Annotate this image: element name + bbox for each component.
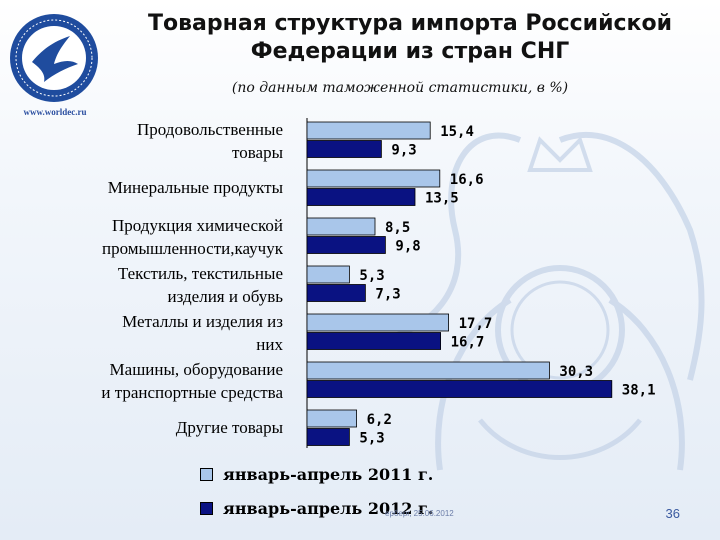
category-label: Продукция химической промышленности,каучу… (18, 214, 283, 260)
bar-value-label: 9,8 (395, 239, 420, 255)
category-label-line: Продовольственные (137, 120, 283, 139)
legend-item-2012: январь-апрель 2012 г. (200, 496, 433, 520)
category-label: Минеральные продукты (18, 176, 283, 199)
title-line-1: Товарная структура импорта Российской (148, 11, 672, 36)
category-label: Продовольственные товары (18, 118, 283, 164)
bar-value-label: 16,6 (450, 172, 484, 188)
bar-value-label: 16,7 (451, 335, 485, 351)
footer-note: ерберг, 25.06.2012 (385, 509, 454, 518)
legend-item-2011: январь-апрель 2011 г. (200, 462, 433, 486)
category-label-line: Текстиль, текстильные (117, 264, 283, 283)
category-label-line: них (256, 335, 283, 354)
title-line-2: Федерации из стран СНГ (250, 39, 570, 64)
category-label-line: Машины, оборудование (109, 360, 283, 379)
category-label-line: и транспортные средства (101, 383, 283, 402)
bar-2011 (306, 361, 550, 380)
logo-url[interactable]: www.worldec.ru (23, 107, 87, 117)
bar-value-label: 9,3 (391, 143, 416, 159)
category-label: Текстиль, текстильные изделия и обувь (18, 262, 283, 308)
category-label: Другие товары (18, 416, 283, 439)
bar-value-label: 13,5 (425, 191, 459, 207)
legend-label-2011: январь-апрель 2011 г. (223, 464, 434, 484)
bar-2012 (306, 332, 442, 350)
category-label-line: Минеральные продукты (107, 178, 283, 197)
bar-2011 (306, 313, 450, 332)
bar-value-label: 7,3 (375, 287, 400, 303)
legend-label-2012: январь-апрель 2012 г. (223, 498, 434, 518)
dove-logo-icon[interactable] (8, 12, 100, 104)
bar-2011 (306, 265, 350, 284)
bar-2012 (306, 140, 382, 158)
bar-2012 (306, 236, 386, 254)
bar-2012 (306, 428, 350, 446)
bar-value-label: 5,3 (359, 431, 384, 447)
bar-value-label: 5,3 (359, 268, 384, 284)
category-label-line: Металлы и изделия из (122, 312, 283, 331)
bar-value-label: 17,7 (459, 316, 493, 332)
slide-title: Товарная структура импорта Российской Фе… (105, 10, 715, 66)
bar-value-label: 8,5 (385, 220, 410, 236)
bar-value-label: 6,2 (367, 412, 392, 428)
bar-2012 (306, 188, 416, 206)
category-label: Машины, оборудование и транспортные средс… (18, 358, 283, 404)
bar-value-label: 38,1 (622, 383, 656, 399)
bar-2011 (306, 169, 441, 188)
bar-value-label: 15,4 (440, 124, 474, 140)
legend-swatch-2012 (200, 501, 213, 515)
category-label-line: Другие товары (175, 418, 283, 437)
bar-2012 (306, 284, 366, 302)
category-label-line: Продукция химической (112, 216, 283, 235)
legend-swatch-2011 (200, 467, 213, 481)
bar-value-label: 30,3 (559, 364, 593, 380)
page-number: 36 (665, 506, 680, 521)
slide-subtitle: (по данным таможенной статистики, в %) (231, 80, 569, 96)
category-label-line: товары (232, 143, 283, 162)
bar-2011 (306, 121, 431, 140)
bar-2011 (306, 217, 376, 236)
category-label: Металлы и изделия из них (18, 310, 283, 356)
category-label-line: изделия и обувь (167, 287, 283, 306)
bar-2011 (306, 409, 357, 428)
category-label-line: промышленности,каучук (101, 239, 283, 258)
bar-2012 (306, 380, 613, 398)
